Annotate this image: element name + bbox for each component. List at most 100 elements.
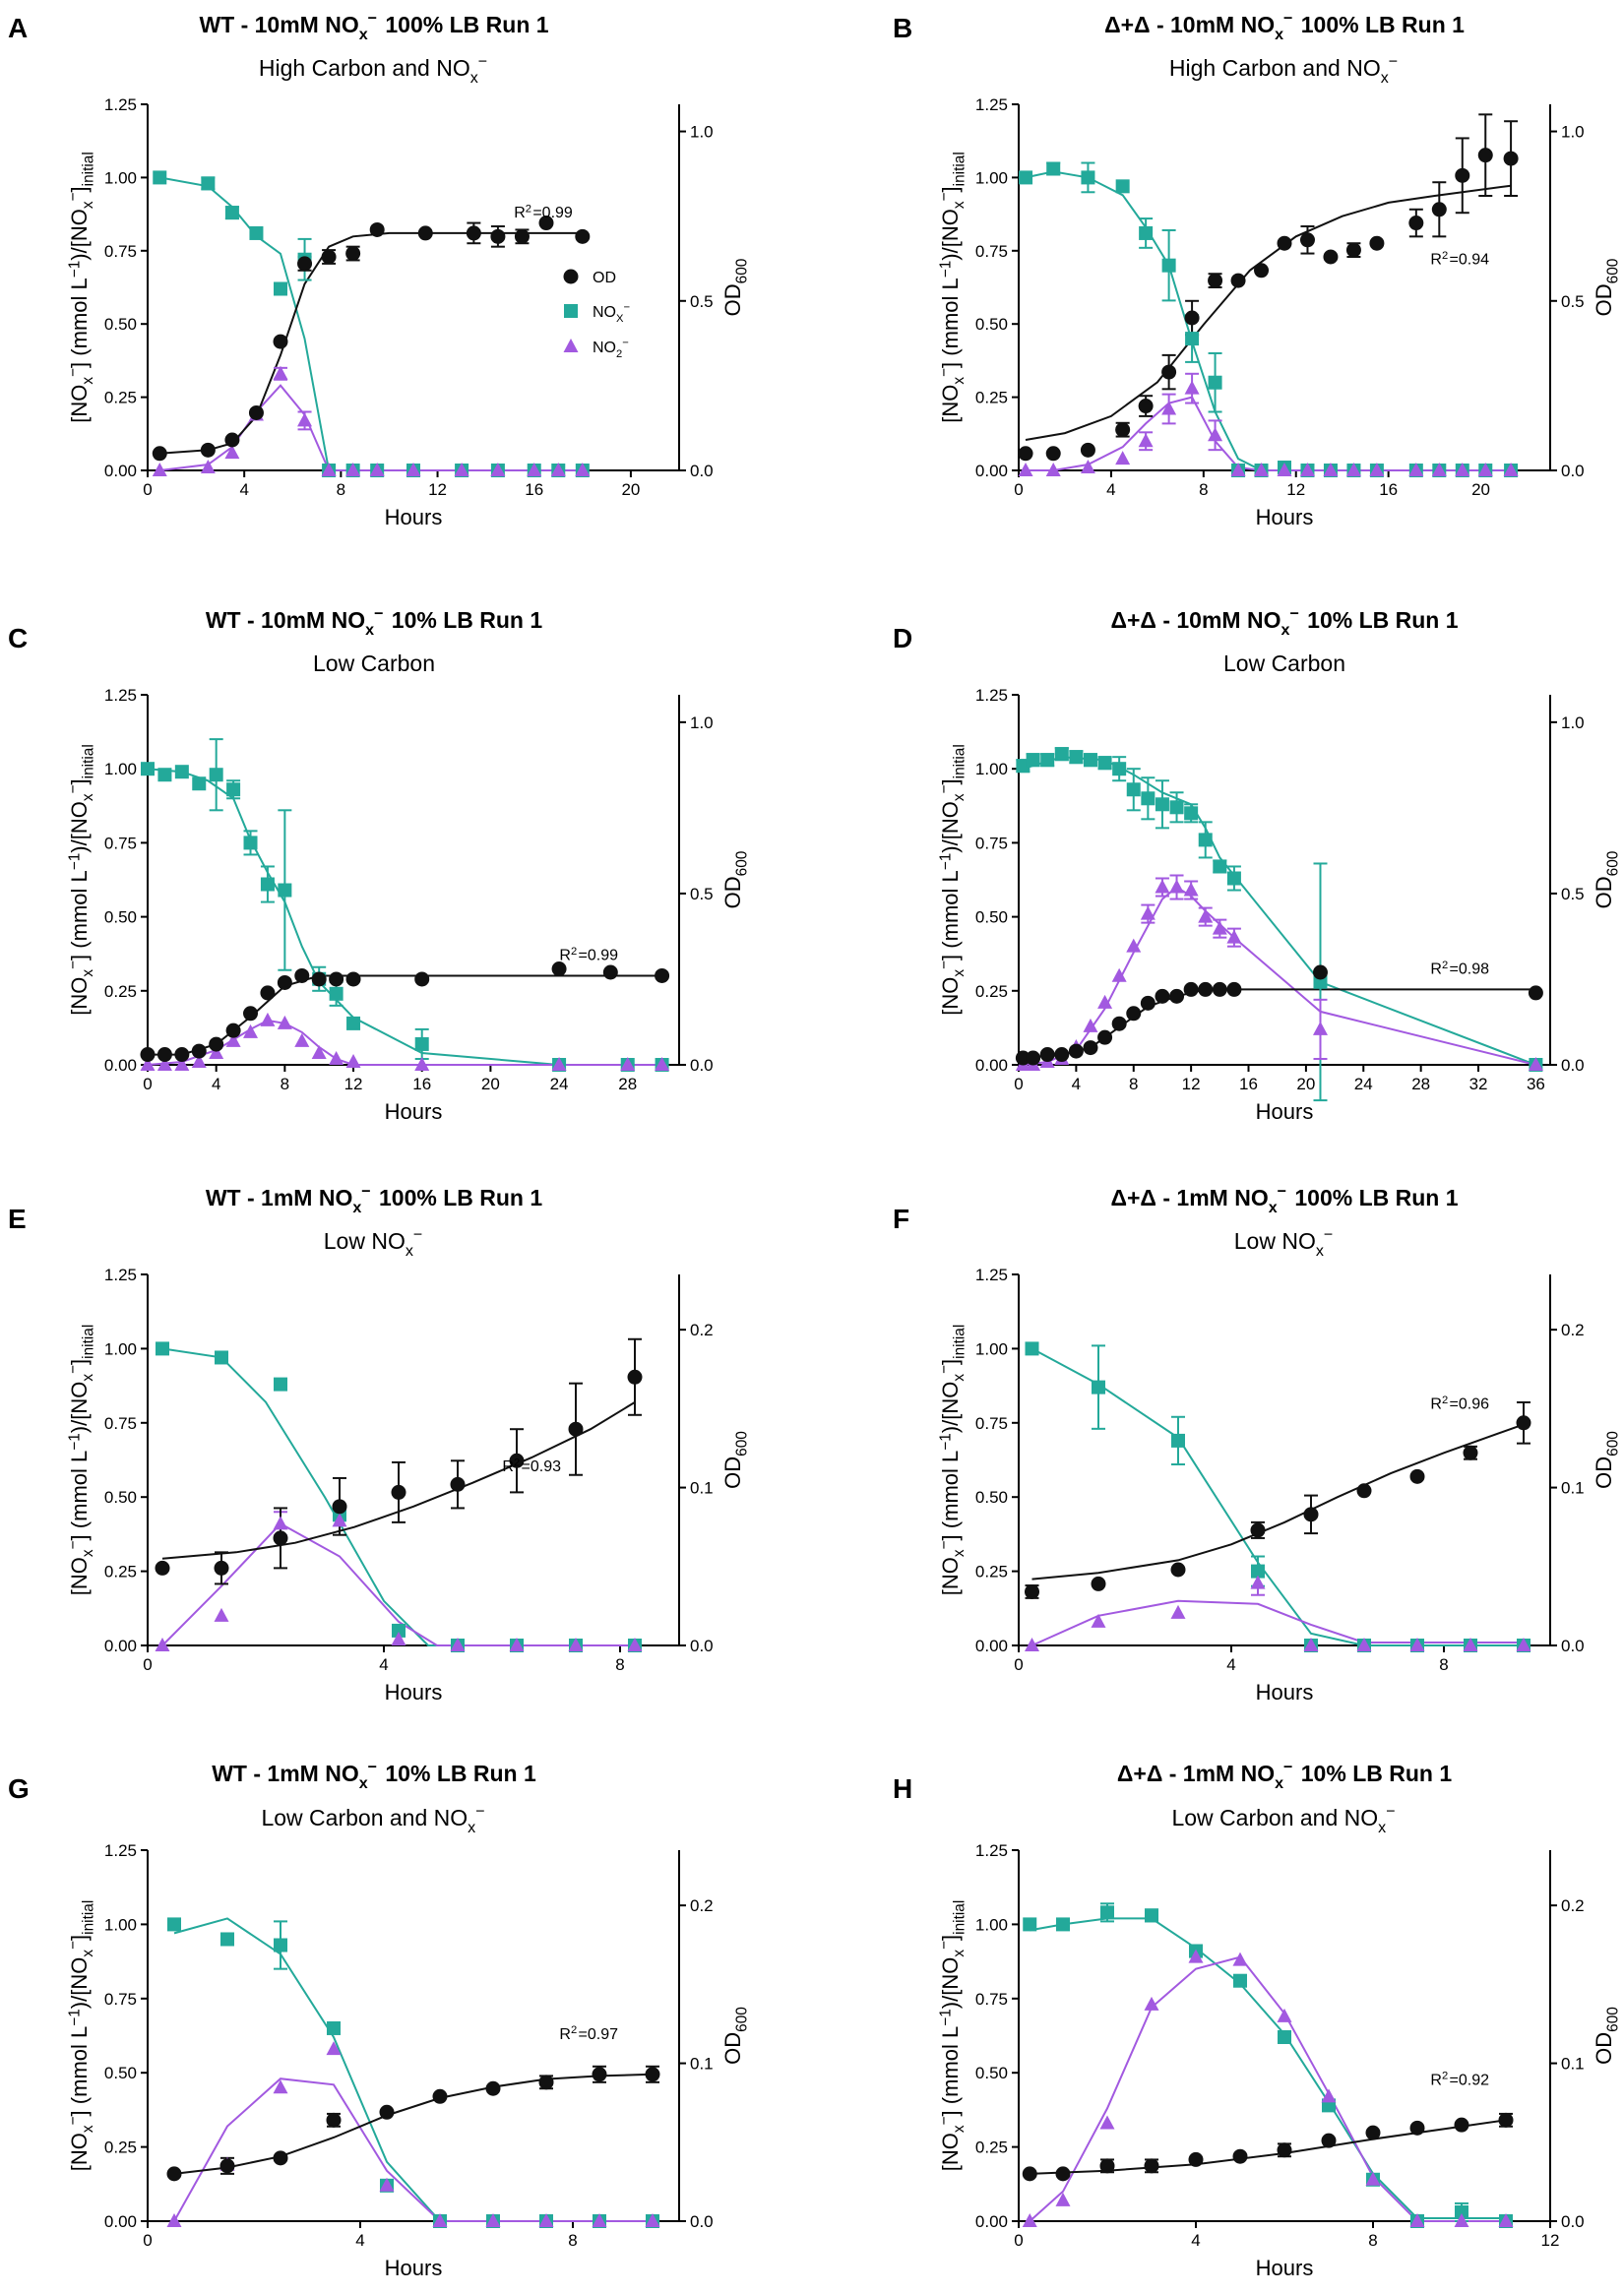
y-tick-label: 0.00 (104, 1056, 137, 1075)
od-point (1312, 964, 1328, 980)
nox-point (1208, 375, 1222, 390)
od-point (432, 2088, 448, 2104)
nox-point (1083, 753, 1097, 768)
nox-point (1097, 756, 1112, 771)
y-tick-label: 0.50 (104, 1488, 137, 1507)
od-point (191, 1043, 207, 1059)
no2-point (273, 1516, 288, 1530)
od-point (209, 1036, 224, 1052)
nox-point (1171, 1433, 1185, 1448)
x-tick-label: 4 (212, 1075, 220, 1093)
no2-point (1408, 463, 1424, 476)
od-point (1230, 273, 1246, 288)
nox-point (209, 768, 223, 782)
od-point (1345, 242, 1361, 258)
od-point (260, 985, 276, 1001)
no2-point (1254, 463, 1270, 476)
no2-point (1055, 2192, 1071, 2206)
y-tick-label: 0.25 (104, 2139, 137, 2157)
x-tick-label: 24 (550, 1075, 569, 1093)
no2-point (1226, 929, 1242, 944)
y2-tick-label: 0.5 (690, 885, 714, 903)
panel-letter: G (8, 1773, 30, 1804)
no2-point (1022, 2213, 1037, 2227)
no2-point (225, 1032, 241, 1047)
r2-label: R2 =0.98 (1430, 960, 1489, 978)
no2-point (166, 2213, 182, 2227)
no2-point (1169, 879, 1185, 894)
y-axis-label-right: OD600 (720, 851, 751, 909)
od-point (592, 2067, 607, 2082)
od-fit-line (1025, 184, 1512, 441)
chart-title: Δ+Δ - 1mM NOx− 100% LB Run 1 (1110, 1182, 1458, 1216)
no2-point (406, 463, 421, 476)
y-tick-label: 1.00 (104, 760, 137, 778)
od-point (1140, 995, 1156, 1011)
y2-tick-label: 0.2 (1561, 1321, 1585, 1339)
od-point (273, 2150, 288, 2166)
od-point (166, 2166, 182, 2182)
no2-point (155, 1638, 170, 1651)
x-tick-label: 8 (1439, 1655, 1448, 1674)
od-point (1144, 2158, 1159, 2174)
x-tick-label: 20 (621, 480, 640, 499)
x-tick-label: 16 (412, 1075, 431, 1093)
y-tick-label: 0.50 (104, 908, 137, 927)
y-tick-label: 0.75 (104, 834, 137, 852)
nox-fit-line (147, 768, 662, 1066)
od-point (225, 1023, 241, 1038)
x-tick-label: 12 (344, 1075, 363, 1093)
chart-subtitle: Low Carbon and NOx− (261, 1802, 486, 1836)
x-tick-label: 16 (525, 480, 543, 499)
x-tick-label: 12 (1286, 480, 1305, 499)
od-point (575, 228, 591, 244)
y-tick-label: 1.25 (104, 1841, 137, 1860)
x-tick-label: 20 (1471, 480, 1490, 499)
y2-tick-label: 0.2 (1561, 1896, 1585, 1915)
y-axis-label-left: [NOx−] (mmol L−1)/[NOx−]initial (65, 744, 97, 1016)
no2-point (1099, 2115, 1115, 2130)
no2-point (1091, 1613, 1106, 1628)
od-point (1045, 446, 1061, 462)
no2-point (297, 412, 313, 427)
nox-point (414, 1036, 429, 1051)
y-axis-label-left: [NOx−] (mmol L−1)/[NOx−]initial (936, 744, 968, 1016)
y-axis-label-left: [NOx−] (mmol L−1)/[NOx−]initial (65, 1325, 97, 1596)
no2-point (311, 1044, 327, 1059)
y-tick-label: 0.75 (975, 242, 1008, 261)
no2-point (243, 1023, 259, 1038)
od-point (248, 404, 264, 420)
nox-point (1019, 170, 1033, 185)
od-point (538, 2075, 554, 2090)
x-axis-label: Hours (1256, 1680, 1314, 1705)
no2-point (620, 1057, 636, 1071)
x-axis-label: Hours (1256, 505, 1314, 529)
r2-label: R2 =0.94 (1430, 250, 1489, 269)
x-tick-label: 20 (481, 1075, 500, 1093)
legend-no2-label: NO2− (593, 337, 630, 360)
chart-subtitle: Low Carbon (1223, 651, 1345, 676)
nox-point (392, 1623, 406, 1638)
od-point (1323, 249, 1339, 265)
y2-tick-label: 0.0 (1561, 462, 1585, 480)
no2-point (450, 1638, 466, 1651)
x-tick-label: 8 (1199, 480, 1208, 499)
od-point (1254, 263, 1270, 279)
no2-point (174, 1057, 190, 1071)
no2-point (1455, 463, 1470, 476)
x-tick-label: 4 (1226, 1655, 1235, 1674)
no2-point (1083, 1018, 1098, 1032)
y-tick-label: 1.25 (975, 1841, 1008, 1860)
od-fit-line (1023, 988, 1536, 1059)
y-tick-label: 0.75 (975, 1414, 1008, 1433)
nox-fit-line (1031, 1347, 1524, 1646)
chart-subtitle: Low Carbon (313, 651, 435, 676)
nox-point (1155, 797, 1169, 812)
od-point (1054, 1047, 1070, 1063)
y-tick-label: 0.75 (975, 1990, 1008, 2009)
x-tick-label: 0 (143, 480, 152, 499)
no2-point (1183, 882, 1199, 897)
no2-point (224, 445, 240, 460)
od-point (645, 2067, 660, 2082)
x-tick-label: 0 (1014, 2231, 1023, 2250)
